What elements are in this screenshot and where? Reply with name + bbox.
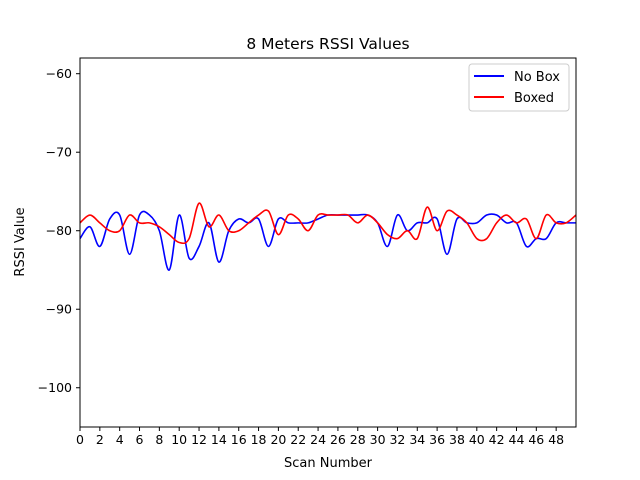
x-axis: 0 2 4 6 8 10 12 14 16 18 20 22 24 26 28 30 32 34 36 38 40 42 4… [76, 427, 564, 447]
x-tick-label: 2 [96, 432, 104, 447]
x-axis-title: Scan Number [284, 456, 373, 471]
x-tick-label: 34 [409, 432, 425, 447]
legend-label-boxed: Boxed [514, 91, 554, 106]
y-tick-label: −80 [46, 223, 72, 238]
y-axis-title: RSSI Value [13, 207, 28, 276]
x-tick-label: 30 [370, 432, 386, 447]
series-line-boxed [80, 202, 576, 245]
y-tick-label: −90 [46, 302, 72, 317]
x-tick-label: 44 [509, 432, 525, 447]
y-tick-label: −100 [38, 380, 72, 395]
x-tick-label: 24 [310, 432, 326, 447]
legend-label-no-box: No Box [514, 70, 560, 85]
plot-frame [79, 57, 577, 428]
plot-area [80, 58, 576, 427]
x-tick-label: 0 [76, 432, 84, 447]
x-tick-label: 16 [231, 432, 247, 447]
plot-background [80, 58, 576, 427]
x-tick-label: 8 [155, 432, 163, 447]
x-tick-label: 12 [191, 432, 207, 447]
x-tick-label: 6 [136, 432, 144, 447]
series-layer [80, 202, 576, 271]
x-tick-label: 48 [548, 432, 564, 447]
chart-title: 8 Meters RSSI Values [246, 35, 409, 53]
legend: No Box Boxed [468, 63, 570, 112]
x-tick-label: 36 [429, 432, 445, 447]
x-tick-label: 20 [270, 432, 286, 447]
x-tick-label: 14 [211, 432, 227, 447]
x-tick-label: 22 [290, 432, 306, 447]
x-tick-label: 28 [350, 432, 366, 447]
x-tick-label: 46 [528, 432, 544, 447]
y-tick-label: −70 [46, 145, 72, 160]
x-tick-label: 42 [489, 432, 505, 447]
x-tick-label: 26 [330, 432, 346, 447]
x-tick-label: 4 [116, 432, 124, 447]
x-tick-label: 40 [469, 432, 485, 447]
x-tick-label: 10 [171, 432, 187, 447]
y-axis: −60 −70 −80 −90 −100 [38, 66, 80, 395]
x-tick-label: 32 [389, 432, 405, 447]
x-tick-label: 18 [251, 432, 267, 447]
x-tick-label: 38 [449, 432, 465, 447]
y-tick-label: −60 [46, 66, 72, 81]
